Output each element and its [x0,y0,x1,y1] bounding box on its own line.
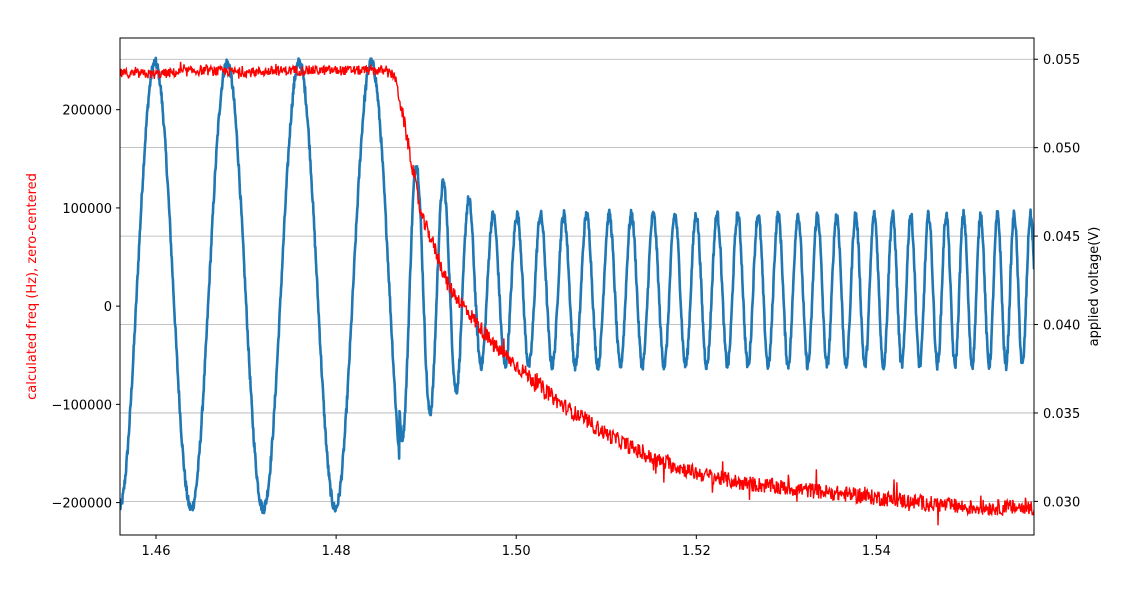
x-tick-label: 1.54 [862,544,891,559]
y-left-tick-label: −200000 [51,497,112,512]
x-axis: 1.46 1.48 1.50 1.52 1.54 [142,535,891,559]
y-axis-right-label: applied voltage(V) [1087,227,1102,347]
y-axis-left: −200000 −100000 0 100000 200000 [51,104,120,512]
y-left-tick-label: 0 [104,300,112,315]
x-tick-label: 1.46 [142,544,171,559]
plot-area [120,56,1034,526]
x-tick-label: 1.50 [502,544,531,559]
y-axis-right: 0.030 0.035 0.040 0.045 0.050 0.055 [1034,53,1080,510]
y-axis-left-label: calculated freq (Hz), zero-centered [25,173,40,400]
y-left-tick-label: 200000 [62,104,112,119]
y-right-tick-label: 0.045 [1043,230,1080,245]
plot-frame [119,37,1035,536]
series-voltage-line [120,56,1034,515]
x-tick-label: 1.48 [322,544,351,559]
y-left-tick-label: −100000 [51,398,112,413]
y-right-tick-label: 0.050 [1043,142,1080,157]
y-right-tick-label: 0.055 [1043,53,1080,68]
x-tick-label: 1.52 [682,544,711,559]
y-left-tick-label: 100000 [62,202,112,217]
y-right-tick-label: 0.035 [1043,407,1080,422]
y-right-tick-label: 0.030 [1043,495,1080,510]
series-freq-line [120,61,1034,526]
y-right-tick-label: 0.040 [1043,319,1080,334]
